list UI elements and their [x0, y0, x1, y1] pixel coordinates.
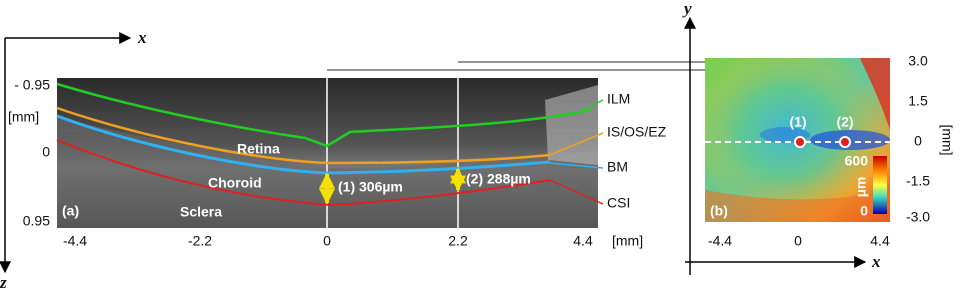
ilm-line: [56, 82, 591, 148]
x-unit: [mm]: [612, 233, 643, 249]
colorbar-min: 0: [860, 203, 868, 219]
measurement: (1) 306µm: [338, 179, 403, 195]
layer-label: ILM: [607, 91, 630, 107]
axis-label: y: [682, 0, 692, 18]
z-tick-label: 0.95: [23, 213, 50, 229]
layer-label: IS/OS/EZ: [607, 124, 667, 140]
colorbar-max: 600: [845, 153, 869, 169]
x-tick-label: -4.4: [708, 233, 732, 249]
x-tick-label: -2.2: [188, 233, 212, 249]
csi-line: [56, 139, 551, 207]
point: [794, 136, 806, 148]
x-tick-label: 4.4: [870, 233, 890, 249]
x-tick-label: -4.4: [63, 233, 87, 249]
panel-label: (a): [62, 203, 79, 219]
region-label: Choroid: [208, 175, 262, 191]
measurement: (2) 288µm: [466, 171, 531, 187]
y-unit: [mm]: [939, 124, 955, 155]
panel-label: (b): [710, 203, 728, 219]
colorbar: [873, 156, 887, 214]
axis-label: z: [0, 273, 7, 292]
leader: [549, 162, 604, 169]
z-tick-label: 0: [42, 144, 50, 160]
region-label: Sclera: [180, 204, 222, 220]
region-label: Retina: [237, 141, 280, 157]
layer-label: CSI: [607, 195, 630, 211]
z-tick-label: - 0.95: [14, 77, 50, 93]
axis-label: x: [871, 252, 881, 271]
x-tick-label: 4.4: [573, 233, 593, 249]
y-tick-label: -3.0: [906, 209, 930, 225]
onh-region: [545, 85, 598, 165]
z-unit: [mm]: [8, 109, 39, 125]
x-tick-label: 2.2: [448, 233, 468, 249]
map-hot: [705, 190, 890, 222]
leader: [549, 132, 604, 156]
y-tick-label: 0: [914, 133, 922, 149]
point-label: (2): [836, 114, 853, 130]
x-tick-label: 0: [323, 233, 331, 249]
colorbar-unit: µm: [853, 177, 869, 198]
layer-label: BM: [607, 159, 628, 175]
y-tick-label: 1.5: [908, 93, 928, 109]
x-tick-label: 0: [794, 233, 802, 249]
isos-line: [56, 106, 551, 165]
y-tick-label: 3.0: [908, 53, 928, 69]
leader: [579, 99, 604, 113]
leader: [549, 179, 604, 205]
y-tick-label: -1.5: [906, 173, 930, 189]
point-label: (1): [789, 114, 806, 130]
map-hot: [860, 58, 890, 130]
axis-label: x: [137, 28, 147, 47]
point: [839, 136, 851, 148]
